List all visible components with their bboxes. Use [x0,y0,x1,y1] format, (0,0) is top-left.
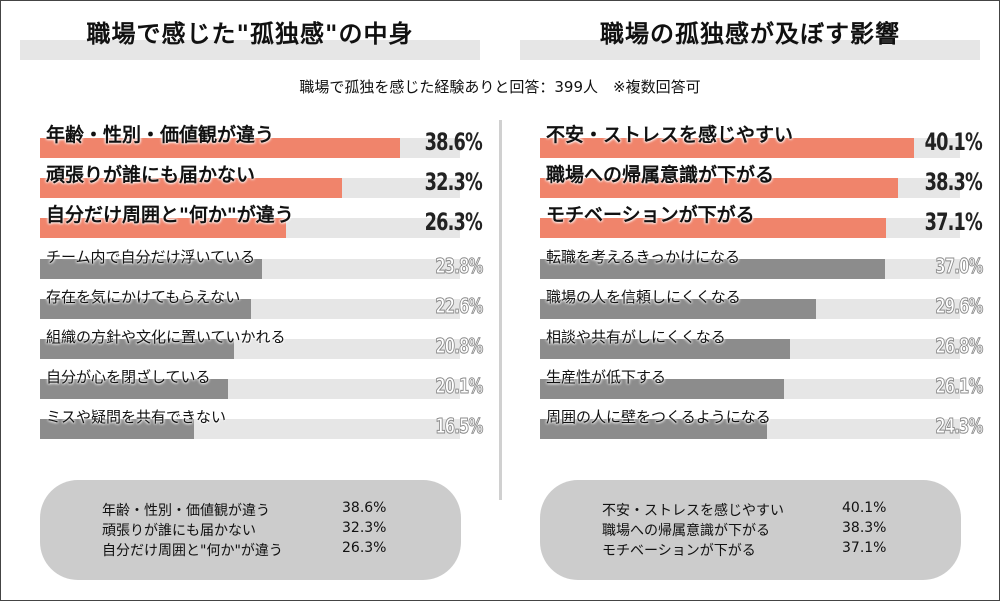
center-divider [499,120,502,500]
bar-label: 頑張りが誰にも届かない [46,164,256,186]
summary-row: 職場への帰属意識が下がる 38.3% [540,520,961,540]
bar-row: 自分だけ周囲と"何か"が違う 26.3% [40,200,483,240]
summary-value: 37.1% [842,540,887,556]
bar-value-label: 40.1% [924,128,983,156]
bar-value-label: 26.1% [934,374,984,399]
bar-row: 存在を気にかけてもらえない 22.6% [40,280,483,320]
right-bar-chart: 不安・ストレスを感じやすい 40.1% 職場への帰属意識が下がる 38.3% モチベーシ… [540,120,983,450]
bar-value-label: 38.3% [924,168,983,196]
bar-label: 存在を気にかけてもらえない [46,288,241,306]
bar-label: 組織の方針や文化に置いていかれる [46,328,286,346]
bar-row: チーム内で自分だけ浮いている 23.8% [40,240,483,280]
bar [540,138,915,158]
bar-value-label: 23.8% [434,254,484,279]
bar [540,299,817,319]
summary-row: モチベーションが下がる 37.1% [540,540,961,560]
bar-value-label: 26.8% [934,334,984,359]
bar-row: 生産性が低下する 26.1% [540,360,983,400]
bar [540,339,791,359]
summary-row: 頑張りが誰にも届かない 32.3% [40,520,461,540]
summary-label: モチベーションが下がる [602,543,756,559]
bar-label: 自分だけ周囲と"何か"が違う [46,204,294,226]
summary-value: 26.3% [342,540,387,556]
bar [540,178,898,198]
bar-label: 年齢・性別・価値観が違う [46,124,275,146]
bar-row: 自分が心を閉ざしている 20.1% [40,360,483,400]
bar-value-label: 37.1% [924,208,983,236]
bar-row: 職場への帰属意識が下がる 38.3% [540,160,983,200]
right-summary-box: 不安・ストレスを感じやすい 40.1% 職場への帰属意識が下がる 38.3% モチベーシ… [540,480,961,580]
bar-label: 相談や共有がしにくくなる [546,328,726,346]
summary-label: 職場への帰属意識が下がる [602,523,770,539]
bar-value-label: 16.5% [434,414,484,439]
bar-row: モチベーションが下がる 37.1% [540,200,983,240]
bar-value-label: 32.3% [424,168,483,196]
bar-label: ミスや疑問を共有できない [46,408,227,426]
summary-label: 不安・ストレスを感じやすい [602,503,784,519]
bar-label: チーム内で自分だけ浮いている [46,248,256,266]
bar [40,138,401,158]
summary-label: 自分だけ周囲と"何か"が違う [102,543,283,559]
bar-value-label: 26.3% [424,208,483,236]
summary-row: 自分だけ周囲と"何か"が違う 26.3% [40,540,461,560]
bar-row: 組織の方針や文化に置いていかれる 20.8% [40,320,483,360]
bar [40,178,342,198]
bar-row: 頑張りが誰にも届かない 32.3% [40,160,483,200]
left-chart-title: 職場で感じた"孤独感"の中身 [86,20,414,48]
bar-row: 転職を考えるきっかけになる 37.0% [540,240,983,280]
summary-label: 年齢・性別・価値観が違う [102,503,270,519]
right-chart-title: 職場の孤独感が及ぼす影響 [600,20,900,48]
left-title-bar [20,40,480,60]
summary-value: 38.6% [342,500,387,516]
bar-row: 周囲の人に壁をつくるようになる 24.3% [540,400,983,440]
survey-note: 職場で孤独を感じた経験ありと回答：399人 ※複数回答可 [299,78,701,96]
bar [40,218,286,238]
bar-row: 不安・ストレスを感じやすい 40.1% [540,120,983,160]
bar [40,259,263,279]
bar [40,299,251,319]
bar-value-label: 37.0% [934,254,984,279]
bar-row: 職場の人を信頼しにくくなる 29.6% [540,280,983,320]
bar-label: 職場の人を信頼しにくくなる [546,288,741,306]
bar-row: ミスや疑問を共有できない 16.5% [40,400,483,440]
summary-row: 年齢・性別・価値観が違う 38.6% [40,500,461,520]
bar-label: 職場への帰属意識が下がる [546,164,775,186]
bar [540,218,887,238]
bar-value-label: 38.6% [424,128,483,156]
bar-label: モチベーションが下がる [546,204,755,226]
summary-value: 32.3% [342,520,387,536]
summary-value: 40.1% [842,500,887,516]
bar [540,259,886,279]
bar [40,339,235,359]
bar-label: 生産性が低下する [546,368,667,386]
bar [540,419,767,439]
bar-row: 相談や共有がしにくくなる 26.8% [540,320,983,360]
right-title-bar [520,40,980,60]
bar-row: 年齢・性別・価値観が違う 38.6% [40,120,483,160]
summary-value: 38.3% [842,520,887,536]
bar-label: 転職を考えるきっかけになる [546,248,740,266]
bar-value-label: 24.3% [934,414,984,439]
left-bar-chart: 年齢・性別・価値観が違う 38.6% 頑張りが誰にも届かない 32.3% 自分だけ周囲と… [40,120,483,450]
bar [540,379,784,399]
left-summary-box: 年齢・性別・価値観が違う 38.6% 頑張りが誰にも届かない 32.3% 自分だけ周囲と… [40,480,461,580]
summary-row: 不安・ストレスを感じやすい 40.1% [540,500,961,520]
bar [40,379,228,399]
bar-value-label: 22.6% [434,294,484,319]
bar [40,419,194,439]
bar-label: 不安・ストレスを感じやすい [546,124,794,146]
bar-label: 自分が心を閉ざしている [46,368,211,386]
bar-value-label: 29.6% [934,294,984,319]
bar-label: 周囲の人に壁をつくるようになる [546,408,771,426]
bar-value-label: 20.8% [434,334,484,359]
bar-value-label: 20.1% [434,374,484,399]
summary-label: 頑張りが誰にも届かない [102,523,256,539]
